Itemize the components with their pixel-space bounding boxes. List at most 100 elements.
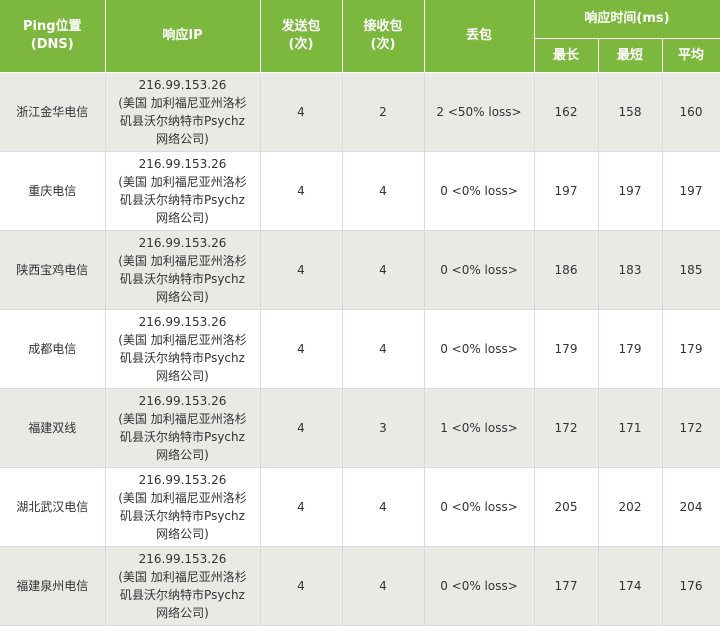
cell-ip: 216.99.153.26 (美国 加利福尼亚州洛杉 矶县沃尔纳特市Psychz…: [105, 230, 261, 310]
ip-location: 网络公司): [156, 606, 209, 620]
cell-avg: 185: [662, 230, 720, 310]
cell-max: 197: [534, 151, 599, 231]
cell-received: 3: [342, 388, 425, 468]
cell-sent: 4: [260, 309, 343, 389]
cell-location: 湖北武汉电信: [0, 467, 106, 547]
cell-received: 2: [342, 72, 425, 152]
ip-location: (美国 加利福尼亚州洛杉: [118, 412, 247, 426]
cell-min: 183: [598, 230, 663, 310]
cell-ip: 216.99.153.26 (美国 加利福尼亚州洛杉 矶县沃尔纳特市Psychz…: [105, 72, 261, 152]
cell-sent: 4: [260, 388, 343, 468]
header-loss: 丢包: [424, 0, 535, 73]
ip-address: 216.99.153.26: [138, 473, 227, 487]
cell-min: 158: [598, 72, 663, 152]
header-avg: 平均: [662, 38, 720, 73]
cell-received: 4: [342, 309, 425, 389]
header-location: Ping位置 (DNS): [0, 0, 106, 73]
cell-min: 197: [598, 151, 663, 231]
cell-sent: 4: [260, 230, 343, 310]
ip-address: 216.99.153.26: [138, 552, 227, 566]
cell-avg: 204: [662, 467, 720, 547]
cell-max: 186: [534, 230, 599, 310]
ip-location: 矶县沃尔纳特市Psychz: [120, 193, 245, 207]
cell-ip: 216.99.153.26 (美国 加利福尼亚州洛杉 矶县沃尔纳特市Psychz…: [105, 151, 261, 231]
cell-received: 4: [342, 546, 425, 626]
header-sent-line2: (次): [288, 37, 314, 52]
cell-max: 179: [534, 309, 599, 389]
ip-location: (美国 加利福尼亚州洛杉: [118, 254, 247, 268]
table-row: 陕西宝鸡电信 216.99.153.26 (美国 加利福尼亚州洛杉 矶县沃尔纳特…: [0, 230, 720, 310]
cell-loss: 0 <0% loss>: [424, 546, 535, 626]
cell-location: 福建双线: [0, 388, 106, 468]
cell-sent: 4: [260, 546, 343, 626]
header-sent-line1: 发送包: [281, 19, 321, 34]
cell-avg: 172: [662, 388, 720, 468]
ip-location: 矶县沃尔纳特市Psychz: [120, 272, 245, 286]
ip-location: 网络公司): [156, 211, 209, 225]
table-row: 浙江金华电信 216.99.153.26 (美国 加利福尼亚州洛杉 矶县沃尔纳特…: [0, 72, 720, 152]
cell-ip: 216.99.153.26 (美国 加利福尼亚州洛杉 矶县沃尔纳特市Psychz…: [105, 388, 261, 468]
cell-sent: 4: [260, 467, 343, 547]
cell-min: 171: [598, 388, 663, 468]
cell-received: 4: [342, 230, 425, 310]
cell-received: 4: [342, 151, 425, 231]
ip-location: 网络公司): [156, 132, 209, 146]
cell-loss: 1 <0% loss>: [424, 388, 535, 468]
cell-max: 162: [534, 72, 599, 152]
ip-location: 网络公司): [156, 369, 209, 383]
ip-location: 矶县沃尔纳特市Psychz: [120, 114, 245, 128]
cell-received: 4: [342, 467, 425, 547]
table-body: 浙江金华电信 216.99.153.26 (美国 加利福尼亚州洛杉 矶县沃尔纳特…: [0, 72, 720, 626]
cell-min: 174: [598, 546, 663, 626]
table-row: 重庆电信 216.99.153.26 (美国 加利福尼亚州洛杉 矶县沃尔纳特市P…: [0, 151, 720, 231]
ip-location: (美国 加利福尼亚州洛杉: [118, 491, 247, 505]
header-sent: 发送包 (次): [260, 0, 343, 73]
cell-loss: 2 <50% loss>: [424, 72, 535, 152]
cell-loss: 0 <0% loss>: [424, 151, 535, 231]
header-recv-line1: 接收包: [363, 19, 403, 34]
ip-location: 矶县沃尔纳特市Psychz: [120, 430, 245, 444]
cell-avg: 179: [662, 309, 720, 389]
cell-loss: 0 <0% loss>: [424, 309, 535, 389]
ip-address: 216.99.153.26: [138, 394, 227, 408]
ip-location: 网络公司): [156, 448, 209, 462]
cell-min: 179: [598, 309, 663, 389]
cell-sent: 4: [260, 72, 343, 152]
cell-loss: 0 <0% loss>: [424, 467, 535, 547]
ip-location: (美国 加利福尼亚州洛杉: [118, 570, 247, 584]
ip-address: 216.99.153.26: [138, 78, 227, 92]
ip-location: 网络公司): [156, 527, 209, 541]
cell-min: 202: [598, 467, 663, 547]
cell-location: 成都电信: [0, 309, 106, 389]
ip-location: (美国 加利福尼亚州洛杉: [118, 175, 247, 189]
header-received: 接收包 (次): [342, 0, 425, 73]
cell-avg: 176: [662, 546, 720, 626]
ip-address: 216.99.153.26: [138, 157, 227, 171]
cell-location: 浙江金华电信: [0, 72, 106, 152]
cell-max: 205: [534, 467, 599, 547]
ip-location: (美国 加利福尼亚州洛杉: [118, 333, 247, 347]
cell-sent: 4: [260, 151, 343, 231]
cell-ip: 216.99.153.26 (美国 加利福尼亚州洛杉 矶县沃尔纳特市Psychz…: [105, 546, 261, 626]
table-row: 福建泉州电信 216.99.153.26 (美国 加利福尼亚州洛杉 矶县沃尔纳特…: [0, 546, 720, 626]
header-max: 最长: [534, 38, 599, 73]
header-recv-line2: (次): [370, 37, 396, 52]
cell-location: 陕西宝鸡电信: [0, 230, 106, 310]
cell-max: 177: [534, 546, 599, 626]
header-location-line1: Ping位置: [22, 19, 82, 34]
cell-max: 172: [534, 388, 599, 468]
header-ip: 响应IP: [105, 0, 261, 73]
ip-location: 矶县沃尔纳特市Psychz: [120, 351, 245, 365]
ip-location: 矶县沃尔纳特市Psychz: [120, 509, 245, 523]
cell-ip: 216.99.153.26 (美国 加利福尼亚州洛杉 矶县沃尔纳特市Psychz…: [105, 467, 261, 547]
cell-avg: 197: [662, 151, 720, 231]
table-row: 湖北武汉电信 216.99.153.26 (美国 加利福尼亚州洛杉 矶县沃尔纳特…: [0, 467, 720, 547]
cell-location: 重庆电信: [0, 151, 106, 231]
ip-address: 216.99.153.26: [138, 315, 227, 329]
header-location-line2: (DNS): [30, 37, 74, 52]
ip-location: (美国 加利福尼亚州洛杉: [118, 96, 247, 110]
cell-location: 福建泉州电信: [0, 546, 106, 626]
ip-address: 216.99.153.26: [138, 236, 227, 250]
table-header: Ping位置 (DNS) 响应IP 发送包 (次) 接收包 (次) 丢包 响应时…: [0, 0, 720, 73]
